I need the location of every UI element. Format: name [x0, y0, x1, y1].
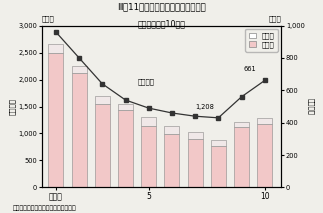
Text: （人）: （人）: [42, 16, 55, 22]
Bar: [234, 122, 249, 127]
Bar: [211, 140, 226, 146]
Bar: [211, 146, 226, 187]
Bar: [141, 127, 156, 187]
Bar: [257, 124, 272, 187]
Bar: [141, 117, 156, 127]
Text: 1,208: 1,208: [195, 104, 214, 110]
Bar: [164, 126, 180, 134]
Text: Ⅲ－11図　校内暴力事件の核挙状況: Ⅲ－11図 校内暴力事件の核挙状況: [117, 2, 206, 11]
Bar: [95, 96, 110, 104]
Text: 注　警察庁生活安全局の資料による。: 注 警察庁生活安全局の資料による。: [13, 205, 77, 211]
Y-axis label: 検挙件数: 検挙件数: [307, 98, 314, 115]
Bar: [48, 53, 63, 187]
Legend: 高校生, 中学生: 高校生, 中学生: [245, 29, 277, 52]
Text: 検挙件数: 検挙件数: [138, 79, 155, 85]
Bar: [164, 134, 180, 187]
Bar: [234, 127, 249, 187]
Bar: [118, 110, 133, 187]
Text: （件）: （件）: [268, 16, 281, 22]
Bar: [95, 104, 110, 187]
Bar: [48, 45, 63, 53]
Bar: [72, 66, 87, 72]
Y-axis label: 検挙人員: 検挙人員: [9, 98, 16, 115]
Bar: [257, 118, 272, 124]
Text: 661: 661: [244, 66, 256, 72]
Text: （平成元年～10年）: （平成元年～10年）: [138, 19, 185, 28]
Bar: [118, 104, 133, 110]
Bar: [188, 132, 203, 139]
Bar: [72, 72, 87, 187]
Bar: [188, 139, 203, 187]
